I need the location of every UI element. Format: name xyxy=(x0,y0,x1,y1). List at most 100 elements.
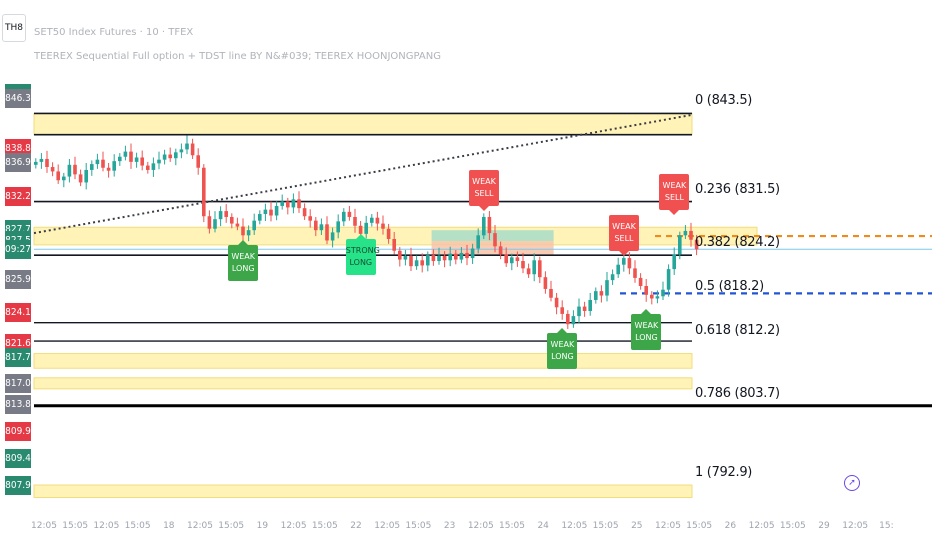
instrument-title[interactable]: SET50 Index Futures · 10 · TFEX xyxy=(34,27,194,38)
fib-label: 0 (843.5) xyxy=(695,93,753,109)
candle-body xyxy=(476,235,480,249)
candle-body xyxy=(588,299,592,311)
candle-body xyxy=(302,208,307,217)
candle-body xyxy=(504,254,508,264)
time-axis-tick: 15:05 xyxy=(218,521,245,531)
candle-body xyxy=(258,214,262,221)
time-axis-tick: 12:05 xyxy=(467,521,494,531)
signal-sell-marker: WEAK SELL xyxy=(609,215,639,257)
candle-body xyxy=(185,143,189,150)
price-axis-label: 825.9 xyxy=(5,269,31,289)
candle-body xyxy=(622,258,626,265)
price-axis-label: 817.0 xyxy=(5,373,31,393)
signal-long-marker: WEAK LONG xyxy=(631,309,662,351)
fib-label: 0.5 (818.2) xyxy=(695,279,764,295)
forward-arrow-icon[interactable]: ➚ xyxy=(844,475,860,491)
time-axis-tick: 26 xyxy=(724,521,737,531)
time-axis-tick: 12:05 xyxy=(748,521,775,531)
signal-sell-marker: WEAK SELL xyxy=(659,173,690,215)
candle-body xyxy=(140,157,144,166)
time-axis-tick: 12:05 xyxy=(280,521,307,531)
fib-label: 1 (792.9) xyxy=(695,465,753,481)
candle-body xyxy=(157,159,161,164)
candle-body xyxy=(560,307,564,314)
time-axis-tick: 12:05 xyxy=(561,521,588,531)
fib-label: 0.618 (812.2) xyxy=(695,323,780,339)
candle-body xyxy=(392,238,396,251)
candle-body xyxy=(644,286,648,295)
zone-band xyxy=(33,353,693,369)
candle-body xyxy=(577,306,581,317)
zone-band xyxy=(33,484,693,499)
candle-body xyxy=(129,151,133,162)
candle-body xyxy=(549,288,553,298)
symbol-badge[interactable]: TH8 xyxy=(2,14,26,42)
candle-body xyxy=(347,211,352,217)
candle-body xyxy=(493,233,497,247)
candle-body xyxy=(84,169,88,183)
candle-body xyxy=(386,228,391,239)
candle-body xyxy=(594,291,598,300)
time-axis-tick: 12:05 xyxy=(187,521,213,531)
price-axis-label: 846.3 xyxy=(5,88,31,108)
candle-body xyxy=(196,155,200,168)
candle-body xyxy=(280,201,284,206)
candle-body xyxy=(566,313,570,325)
time-axis-tick: 12:05 xyxy=(655,521,681,531)
candle-body xyxy=(106,167,111,171)
time-axis-tick: 23 xyxy=(443,521,456,531)
indicator-title[interactable]: TEEREX Sequential Full option + TDST lin… xyxy=(34,51,441,62)
candle-body xyxy=(375,217,380,224)
candle-body xyxy=(252,220,256,231)
candle-body xyxy=(582,306,587,311)
candle-body xyxy=(314,220,318,231)
time-axis-tick: 12:05 xyxy=(31,521,57,531)
fib-label: 0.236 (831.5) xyxy=(695,181,780,197)
signal-strong-marker: STRONG LONG xyxy=(345,233,380,275)
candle-body xyxy=(459,252,464,260)
candle-body xyxy=(409,255,413,267)
range-box-upper xyxy=(431,230,554,242)
candle-body xyxy=(67,164,72,177)
candle-body xyxy=(90,164,94,170)
candle-body xyxy=(515,257,520,262)
range-boxes xyxy=(431,230,554,255)
candle-body xyxy=(118,156,122,162)
time-axis-tick: 15:05 xyxy=(62,521,89,531)
candle-body xyxy=(420,260,424,266)
candle-body xyxy=(101,159,105,168)
price-axis-label: 824.1 xyxy=(5,302,31,322)
candle-body xyxy=(218,211,223,220)
time-axis-tick: 15: xyxy=(879,521,894,531)
candle-body xyxy=(689,230,693,240)
candle-body xyxy=(308,216,312,221)
time-axis-tick: 15:05 xyxy=(499,521,525,531)
candle-body xyxy=(398,250,402,260)
candle-body xyxy=(442,255,447,261)
candle-body xyxy=(168,154,172,159)
zone-band xyxy=(33,377,693,390)
candle-body xyxy=(403,255,408,260)
candle-body xyxy=(73,164,77,175)
candle-body xyxy=(269,209,273,216)
candle-body xyxy=(448,253,452,261)
time-axis-tick: 19 xyxy=(256,521,269,531)
candle-body xyxy=(571,316,576,325)
candle-body xyxy=(510,257,514,264)
candle-body xyxy=(650,294,654,299)
candle-body xyxy=(291,199,296,208)
candle-body xyxy=(683,230,688,236)
candle-body xyxy=(39,158,44,162)
candle-body xyxy=(633,268,637,278)
candle-body xyxy=(364,222,368,234)
price-axis-label: 09:27 xyxy=(5,240,31,260)
candle-body xyxy=(353,216,357,226)
candle-body xyxy=(538,260,542,278)
candle-body xyxy=(45,158,49,168)
fib-label: 0.786 (803.7) xyxy=(695,385,780,401)
candle-body xyxy=(465,252,469,259)
candle-body xyxy=(146,165,150,170)
candle-body xyxy=(330,232,335,241)
time-axis-tick: 22 xyxy=(350,521,362,531)
